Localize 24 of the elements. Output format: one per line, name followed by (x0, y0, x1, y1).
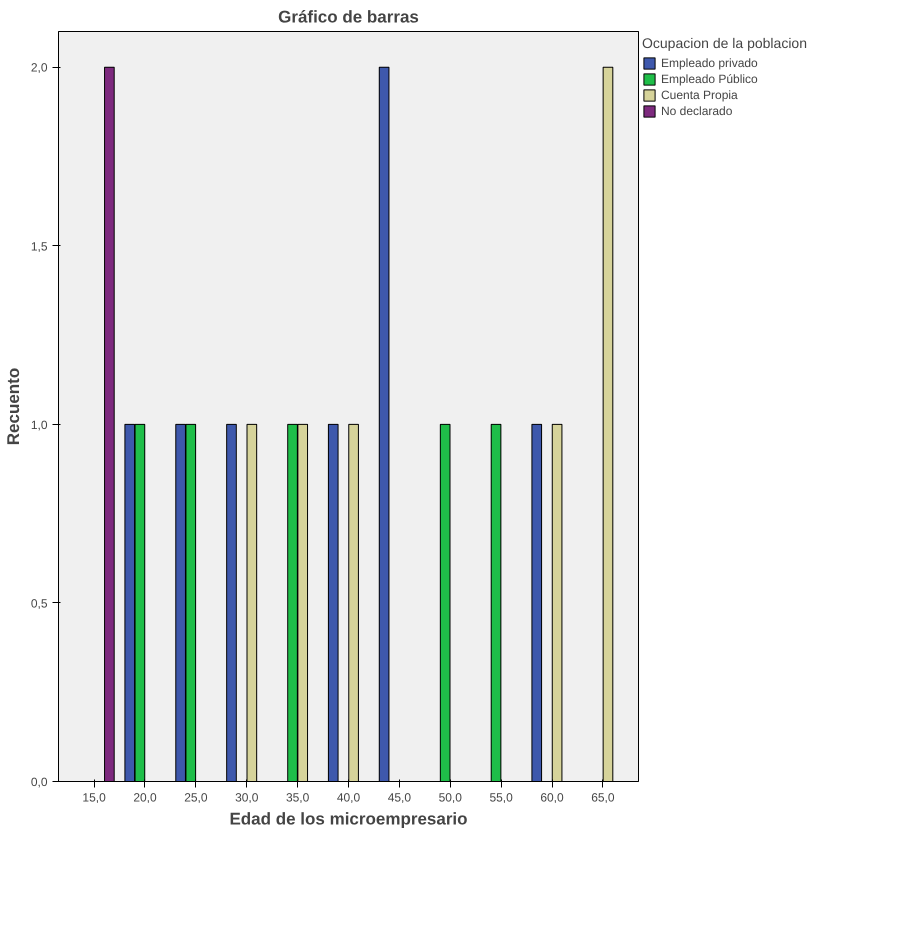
x-tick-label: 45,0 (388, 790, 412, 804)
legend-label: No declarado (661, 104, 732, 118)
x-tick-label: 55,0 (489, 790, 514, 804)
x-tick-label: 60,0 (540, 790, 564, 804)
x-axis-title: Edad de los microempresario (229, 810, 468, 828)
x-tick-label: 50,0 (438, 790, 462, 804)
x-tick-label: 15,0 (82, 790, 106, 804)
x-tick-label: 25,0 (184, 790, 208, 804)
x-tick-label: 20,0 (133, 790, 157, 804)
legend-label: Cuenta Propia (661, 88, 738, 102)
legend-title: Ocupacion de la poblacion (642, 35, 808, 51)
chart-title: Gráfico de barras (278, 8, 419, 26)
y-axis-title: Recuento (4, 368, 23, 446)
y-tick-label: 1,5 (30, 239, 48, 254)
x-tick-label: 40,0 (336, 790, 361, 804)
x-tick-label: 65,0 (591, 790, 615, 804)
x-tick-label: 35,0 (286, 790, 310, 804)
y-tick-label: 0,0 (30, 775, 48, 789)
y-tick-label: 1,0 (30, 418, 48, 432)
y-tick-label: 0,5 (30, 596, 48, 610)
legend-label: Empleado privado (661, 56, 758, 70)
y-tick-label: 2,0 (30, 60, 48, 75)
x-tick-label: 30,0 (235, 790, 259, 804)
legend-label: Empleado Público (661, 72, 758, 86)
